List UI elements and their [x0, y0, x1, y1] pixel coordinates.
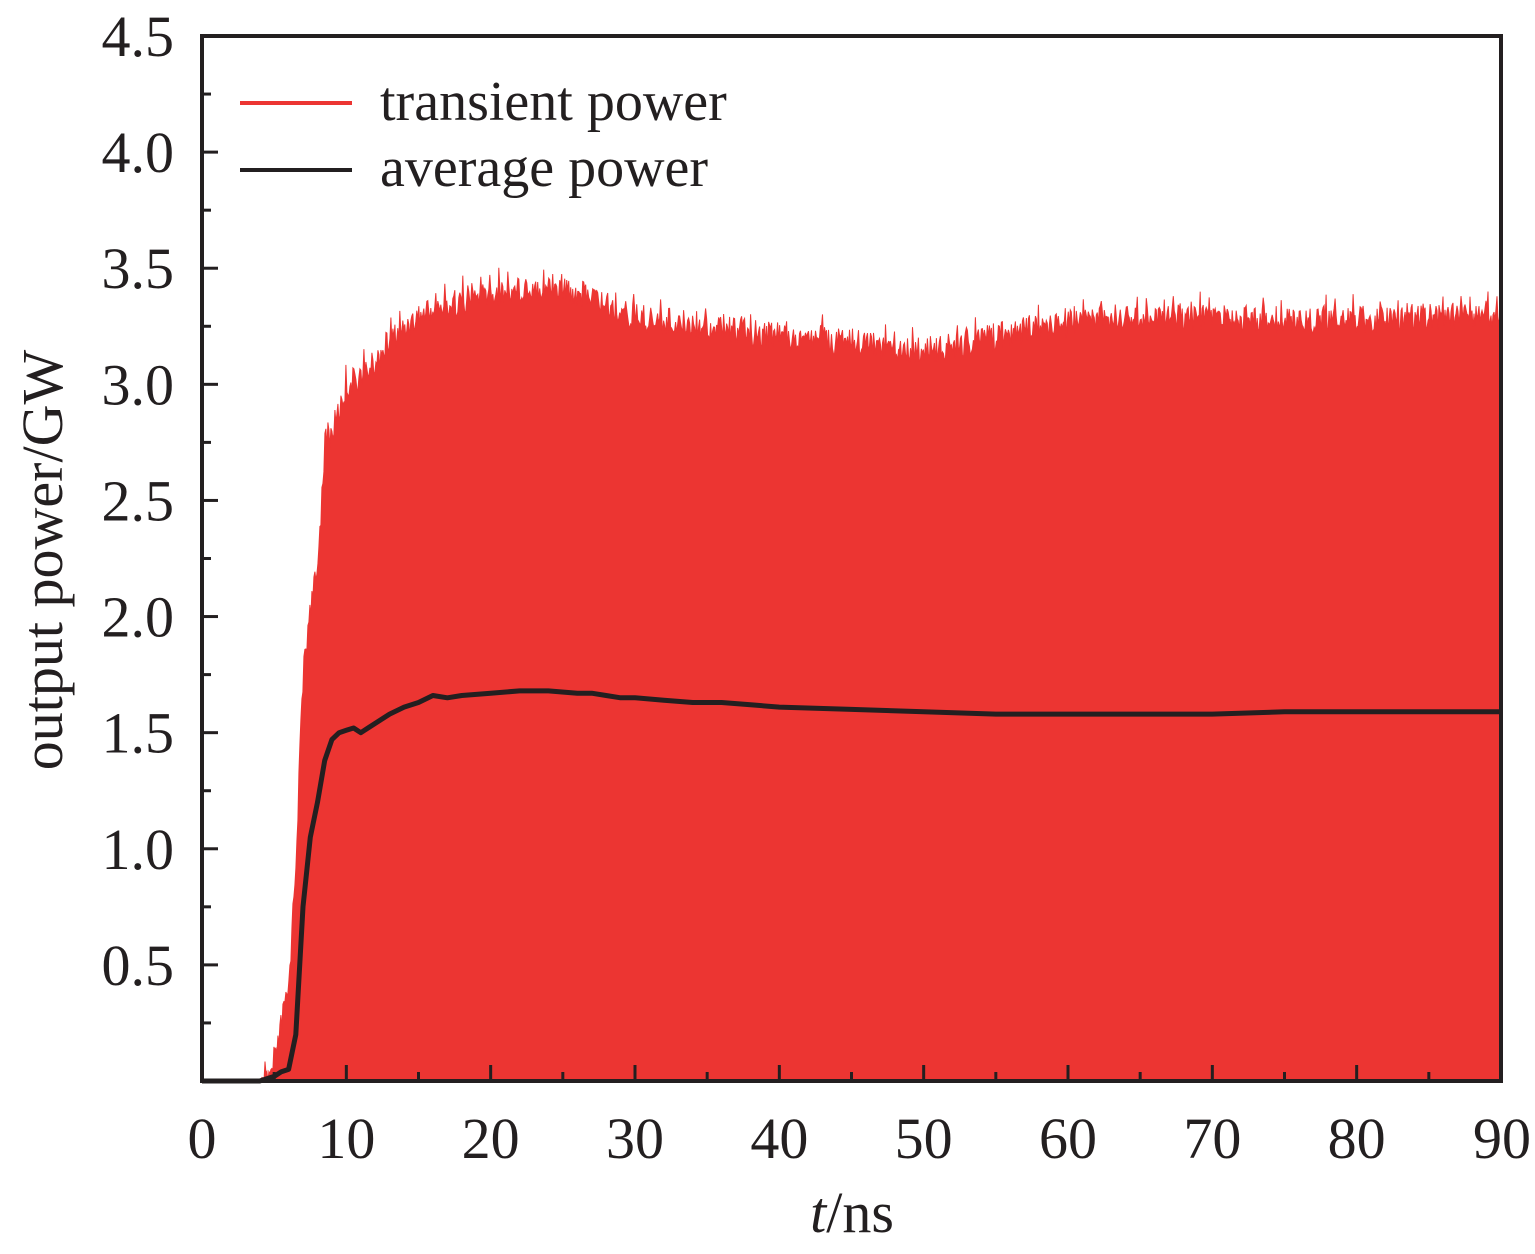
y-tick-label: 2.5 [102, 468, 175, 533]
y-tick-label: 4.0 [102, 120, 175, 185]
x-tick-label: 20 [462, 1106, 520, 1171]
legend-label-transient: transient power [380, 71, 727, 133]
x-tick-label: 30 [606, 1106, 664, 1171]
series-layer [202, 267, 1502, 1084]
plot-frame [200, 34, 1503, 1083]
y-tick-label: 1.0 [102, 817, 175, 882]
x-tick-label: 50 [895, 1106, 953, 1171]
legend: transient power average power [240, 71, 727, 199]
x-tick-label: 0 [188, 1106, 217, 1171]
legend-label-average: average power [380, 137, 708, 199]
y-tick-label: 0.5 [102, 933, 175, 998]
x-tick-label: 60 [1039, 1106, 1097, 1171]
x-tick-label: 80 [1328, 1106, 1386, 1171]
y-tick-label: 3.5 [102, 236, 175, 301]
x-tick-label: 10 [317, 1106, 375, 1171]
transient-power-series [202, 267, 1502, 1082]
average-power-series [202, 688, 1501, 1084]
y-tick-label: 1.5 [102, 701, 175, 766]
x-tick-label: 70 [1183, 1106, 1241, 1171]
ticks-layer: 0 10 20 30 40 50 60 70 80 90 0.5 1.0 1.5 2.0 2.5 3.0 3.5… [102, 4, 1532, 1171]
y-tick-label: 4.5 [102, 4, 175, 69]
x-axis-label-variable: t [810, 1180, 828, 1245]
x-tick-label: 90 [1473, 1106, 1531, 1171]
y-tick-label: 3.0 [102, 352, 175, 417]
y-axis-label: output power/GW [10, 350, 75, 771]
x-axis-label-unit: /ns [826, 1180, 894, 1245]
x-axis-label: t/ns [810, 1180, 894, 1245]
y-tick-label: 2.0 [102, 585, 175, 650]
x-tick-label: 40 [750, 1106, 808, 1171]
